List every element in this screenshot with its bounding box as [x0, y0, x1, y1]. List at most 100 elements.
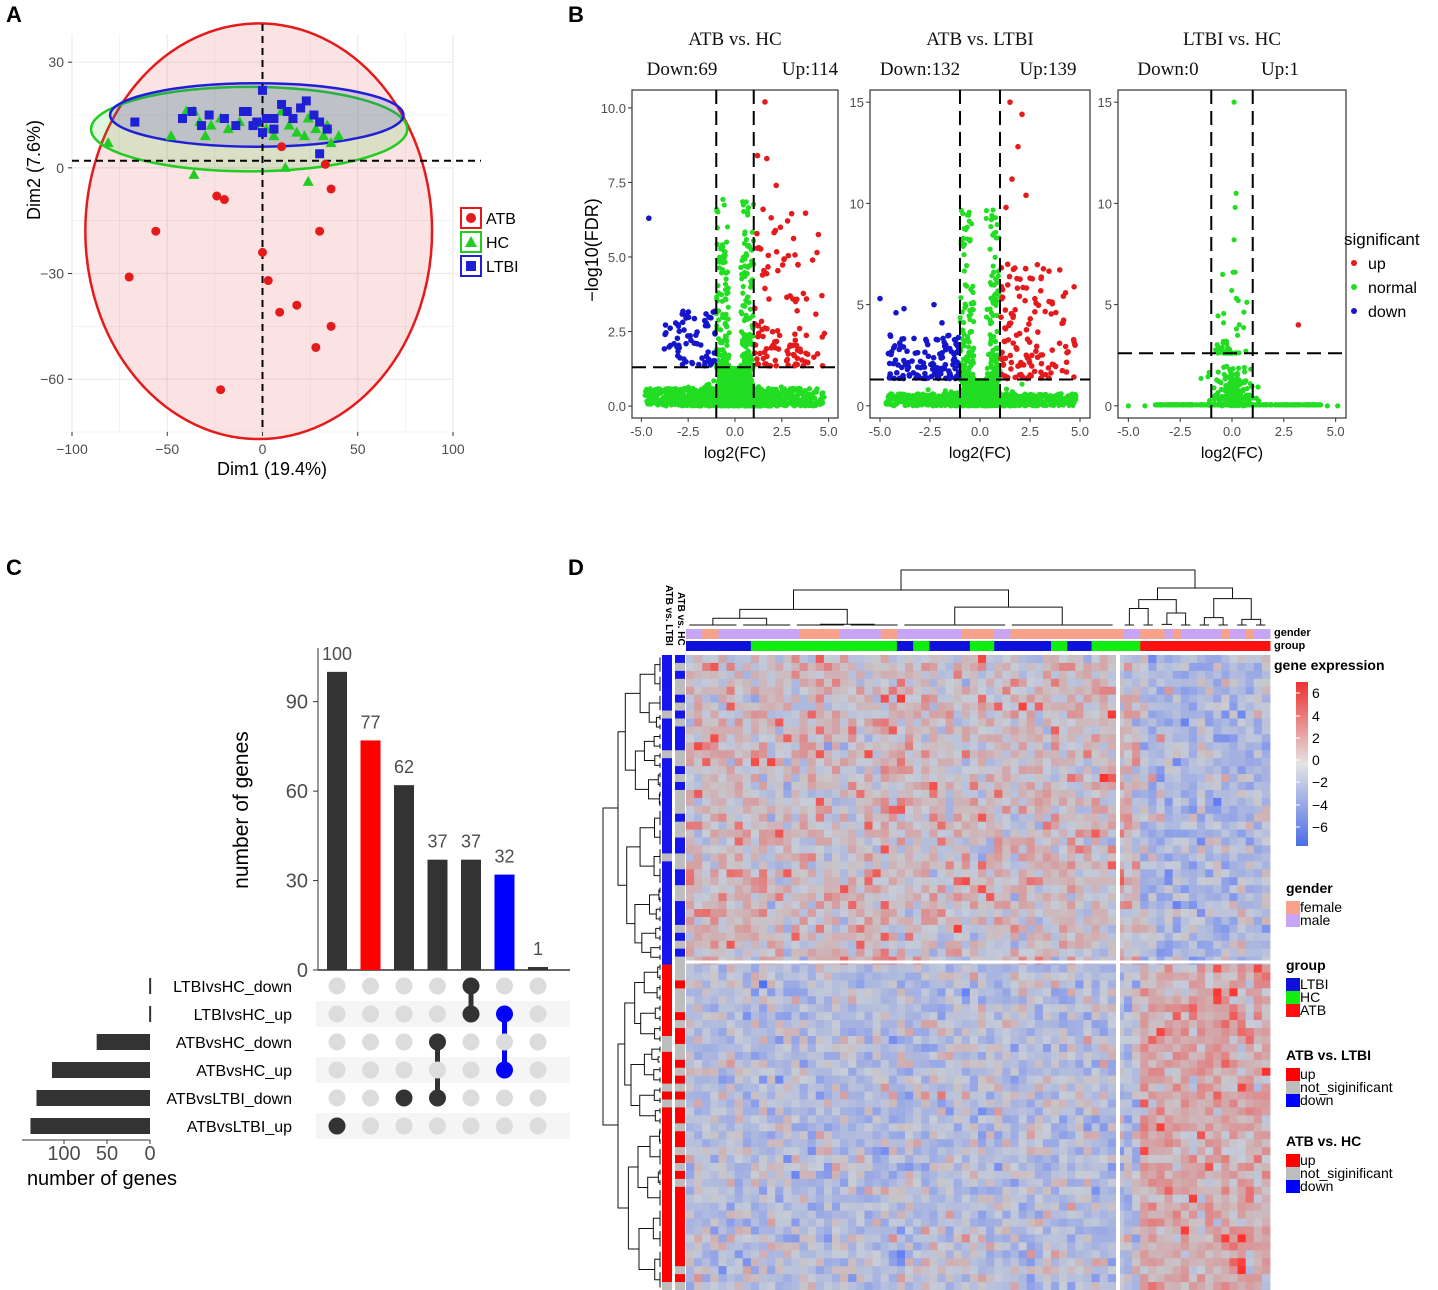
volcano-point-normal	[945, 394, 952, 401]
volcano-point-down	[923, 336, 929, 343]
volcano-point-normal	[725, 316, 731, 322]
volcano-point-down	[890, 344, 897, 351]
volcano-point-up	[1023, 326, 1030, 333]
volcano-point-down	[691, 315, 698, 322]
volcano-point-normal	[745, 211, 751, 217]
pca-legend-triangle	[465, 236, 477, 247]
volcano-point-normal	[976, 382, 982, 388]
volcano-point-normal	[720, 260, 726, 266]
volcano-point-normal	[745, 205, 751, 212]
volcano-point-up	[805, 359, 811, 366]
volcano-point-up	[1000, 361, 1007, 368]
volcano-point-up	[764, 325, 770, 332]
pca-y-tick-label: −30	[40, 266, 64, 282]
volcano-point-normal	[993, 360, 1000, 366]
volcano-point-normal	[744, 299, 750, 305]
volcano-point-normal	[665, 385, 671, 392]
volcano-down-count: Down:132	[880, 59, 960, 80]
volcano-point-normal	[964, 354, 970, 360]
volcano-point-normal	[722, 281, 729, 287]
volcano-point-up	[762, 285, 768, 292]
volcano-point-normal	[988, 295, 994, 301]
volcano-point-up	[1026, 321, 1032, 327]
volcano-point-normal	[985, 351, 992, 358]
panel-label-b: B	[568, 2, 584, 27]
volcano-point-up	[764, 155, 770, 162]
pca-point-ltbi	[269, 114, 279, 124]
volcano-point-normal	[930, 391, 936, 397]
pca-x-tick-label: −100	[56, 441, 88, 457]
volcano-point-normal	[970, 299, 976, 305]
volcano-point-down	[877, 295, 883, 302]
volcano-point-down	[674, 335, 681, 342]
volcano-point-normal	[894, 398, 900, 404]
volcano-point-up	[1064, 349, 1070, 356]
pca-point-hc	[317, 130, 329, 141]
pca-point-atb	[212, 191, 222, 201]
volcano-point-up	[792, 252, 798, 258]
volcano-point-up	[775, 267, 781, 274]
pca-point-ltbi	[309, 110, 319, 120]
volcano-point-normal	[966, 211, 972, 217]
volcano-point-up	[1072, 341, 1078, 348]
volcano-point-normal	[960, 243, 966, 249]
volcano-x-tick-label: 5.0	[820, 424, 838, 439]
pca-point-ltbi	[177, 114, 187, 124]
volcano-down-count: Down:0	[1137, 59, 1198, 80]
volcano-point-normal	[684, 394, 691, 400]
volcano-point-up	[1002, 326, 1009, 332]
volcano-point-up	[1056, 340, 1063, 347]
volcano-y-tick-label: 10	[850, 196, 864, 211]
volcano-point-up	[1009, 176, 1015, 182]
volcano-point-normal	[965, 335, 971, 341]
volcano-point-normal	[718, 246, 724, 252]
volcano-point-normal	[964, 236, 970, 242]
volcano-point-up	[1029, 275, 1036, 282]
volcano-point-normal	[983, 314, 990, 320]
volcano-point-up	[800, 290, 807, 297]
volcano-up-count: Up:114	[782, 59, 839, 80]
panel-label-c: C	[6, 555, 22, 580]
pca-x-tick-label: 100	[441, 441, 465, 457]
pca-point-ltbi	[219, 114, 229, 124]
volcano-point-up	[772, 344, 779, 351]
volcano-point-normal	[1050, 402, 1057, 409]
volcano-point-down	[946, 372, 953, 379]
volcano-y-tick-label: 2.5	[608, 325, 626, 340]
volcano-point-normal	[740, 331, 747, 337]
volcano-point-up	[776, 332, 783, 339]
volcano-point-up	[1056, 267, 1063, 273]
pca-point-atb	[124, 272, 134, 282]
pca-point-hc	[302, 175, 314, 186]
volcano-point-up	[999, 355, 1006, 362]
volcano-point-normal	[970, 289, 976, 296]
volcano-point-up	[815, 231, 822, 238]
volcano-x-label: log2(FC)	[949, 445, 1011, 462]
volcano-point-down	[904, 366, 911, 373]
volcano-point-normal	[969, 329, 975, 335]
pca-point-atb	[263, 276, 273, 286]
volcano-point-up	[755, 361, 762, 368]
volcano-point-normal	[1073, 393, 1079, 399]
volcano-point-up	[1033, 343, 1040, 350]
volcano-point-up	[760, 206, 766, 213]
volcano-point-up	[1022, 297, 1028, 304]
pca-point-hc	[279, 161, 291, 172]
volcano-point-normal	[915, 391, 921, 397]
volcano-point-up	[773, 338, 780, 345]
volcano-point-up	[1038, 360, 1045, 367]
volcano-point-normal	[913, 402, 919, 408]
volcano-x-tick-label: -5.0	[869, 424, 891, 439]
pca-point-ltbi	[315, 117, 325, 127]
volcano-point-normal	[770, 397, 777, 404]
volcano-point-up	[1003, 204, 1009, 211]
pca-point-atb	[219, 195, 229, 205]
pca-x-tick-label: 0	[259, 441, 267, 457]
volcano-point-normal	[702, 401, 708, 408]
volcano-point-normal	[813, 402, 819, 408]
volcano-point-normal	[1038, 397, 1044, 403]
volcano-point-normal	[935, 394, 941, 400]
volcano-point-normal	[724, 291, 730, 297]
volcano-point-normal	[755, 396, 762, 403]
volcano-point-normal	[755, 401, 761, 407]
